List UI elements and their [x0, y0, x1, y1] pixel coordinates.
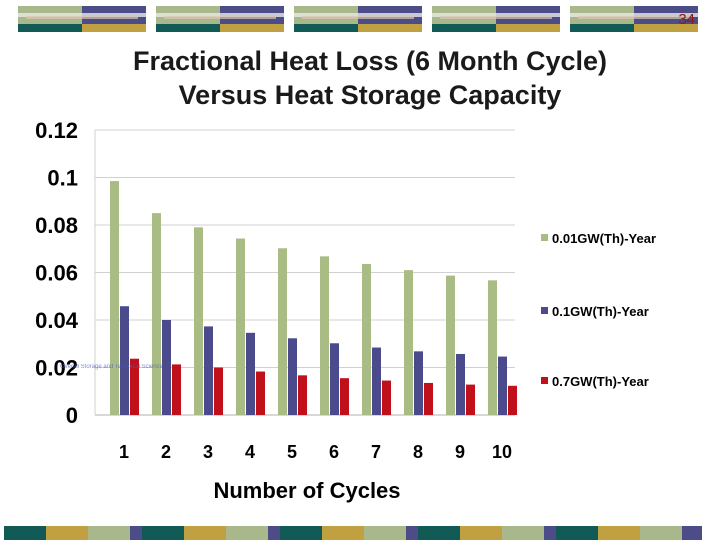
bar-series-2-cat-7: [372, 347, 381, 415]
x-tick-label: 7: [371, 442, 381, 462]
y-tick-label: 0.12: [35, 118, 78, 143]
y-tick-label: 0.08: [35, 213, 78, 238]
legend-swatch-2: [541, 307, 548, 314]
bar-series-3-cat-4: [256, 371, 265, 415]
bar-series-3-cat-9: [466, 384, 475, 415]
legend-label-2: 0.1GW(Th)-Year: [552, 304, 649, 319]
decorative-block: [570, 6, 698, 32]
x-tick-label: 10: [492, 442, 512, 462]
bar-series-3-cat-8: [424, 382, 433, 415]
y-tick-label: 0.06: [35, 261, 78, 286]
x-tick-label: 8: [413, 442, 423, 462]
overlay-text: Overall Storage and Technical Science: [60, 364, 164, 370]
bar-series-3-cat-1: [130, 358, 139, 415]
bar-series-1-cat-9: [446, 275, 455, 415]
decorative-block: [280, 526, 426, 540]
bar-series-2-cat-10: [498, 356, 507, 415]
x-tick-label: 4: [245, 442, 255, 462]
bar-series-1-cat-1: [110, 181, 119, 415]
bar-series-1-cat-4: [236, 238, 245, 415]
y-tick-label: 0: [66, 403, 78, 428]
x-tick-label: 2: [161, 442, 171, 462]
bar-series-2-cat-1: [120, 306, 129, 415]
bar-series-1-cat-6: [320, 256, 329, 415]
x-axis-title: Number of Cycles: [213, 478, 400, 503]
y-tick-label: 0.04: [35, 308, 79, 333]
bar-series-1-cat-8: [404, 270, 413, 415]
decorative-block: [156, 6, 284, 32]
legend: 0.01GW(Th)-Year 0.1GW(Th)-Year 0.7GW(Th)-Y…: [541, 231, 656, 389]
decorative-block: [4, 526, 150, 540]
bar-series-2-cat-3: [204, 326, 213, 415]
bar-series-2-cat-8: [414, 351, 423, 415]
x-tick-label: 3: [203, 442, 213, 462]
y-axis-ticks: 0 0.02 0.04 0.06 0.08 0.1 0.12: [35, 118, 79, 428]
decorative-block: [18, 6, 146, 32]
bar-series-1-cat-2: [152, 213, 161, 415]
bar-series-2-cat-9: [456, 353, 465, 415]
bar-series-1-cat-7: [362, 263, 371, 415]
decorative-block: [142, 526, 288, 540]
decorative-block: [556, 526, 702, 540]
bar-series-3-cat-7: [382, 380, 391, 415]
bar-series-3-cat-3: [214, 367, 223, 415]
x-tick-label: 5: [287, 442, 297, 462]
bottom-decorative-band: [0, 520, 720, 540]
decorative-block: [294, 6, 422, 32]
bar-series-2-cat-5: [288, 338, 297, 415]
bar-chart: 0 0.02 0.04 0.06 0.08 0.1 0.12 1 2 3 4 5 6 7 8 9 10 Ove…: [35, 118, 656, 503]
x-tick-label: 6: [329, 442, 339, 462]
y-tick-label: 0.1: [47, 166, 78, 191]
legend-label-1: 0.01GW(Th)-Year: [552, 231, 656, 246]
top-decorative-band: [0, 0, 720, 34]
bar-series-3-cat-10: [508, 385, 517, 415]
bar-series-2-cat-2: [162, 320, 171, 415]
bar-series-2-cat-4: [246, 332, 255, 415]
slide-number: 34: [678, 11, 695, 28]
bar-series-3-cat-2: [172, 364, 181, 415]
title-line-1: Fractional Heat Loss (6 Month Cycle): [132, 46, 608, 76]
x-axis-ticks: 1 2 3 4 5 6 7 8 9 10: [119, 442, 512, 462]
x-tick-label: 9: [455, 442, 465, 462]
bar-series-3-cat-6: [340, 378, 349, 415]
y-tick-label: 0.02: [35, 356, 78, 381]
bar-series-1-cat-5: [278, 248, 287, 415]
bar-series-1-cat-10: [488, 280, 497, 415]
bars: [110, 181, 517, 415]
legend-swatch-3: [541, 377, 548, 384]
slide-title: Fractional Heat Loss (6 Month Cycle) Ver…: [60, 44, 680, 112]
decorative-block: [432, 6, 560, 32]
legend-label-3: 0.7GW(Th)-Year: [552, 374, 649, 389]
title-line-2: Versus Heat Storage Capacity: [178, 80, 562, 110]
bar-series-3-cat-5: [298, 375, 307, 415]
decorative-block: [418, 526, 564, 540]
x-tick-label: 1: [119, 442, 129, 462]
legend-swatch-1: [541, 234, 548, 241]
bar-series-1-cat-3: [194, 227, 203, 415]
bar-series-2-cat-6: [330, 343, 339, 415]
